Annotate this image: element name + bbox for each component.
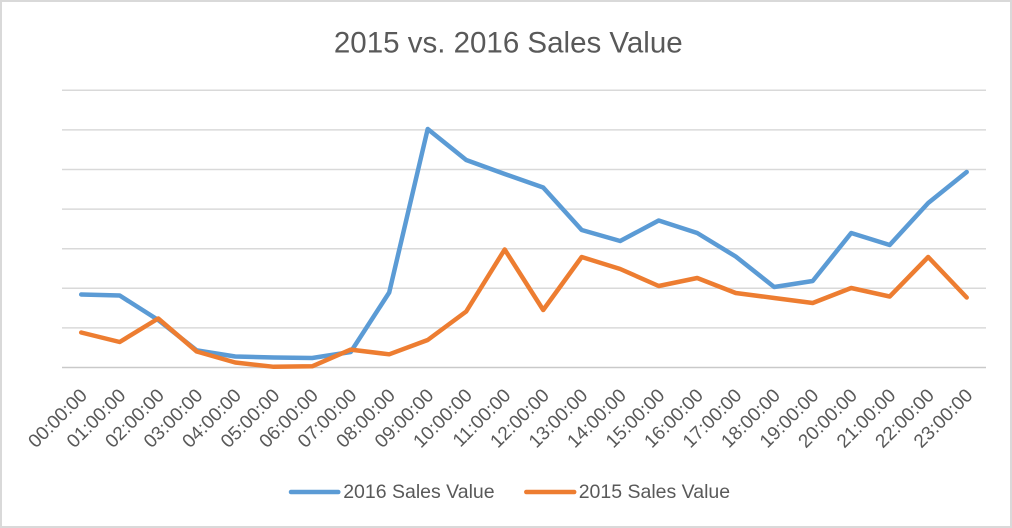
svg-text:2015 Sales Value: 2015 Sales Value [579,481,730,503]
svg-text:2016 Sales Value: 2016 Sales Value [343,481,494,503]
svg-text:2015 vs. 2016 Sales Value: 2015 vs. 2016 Sales Value [334,27,683,60]
